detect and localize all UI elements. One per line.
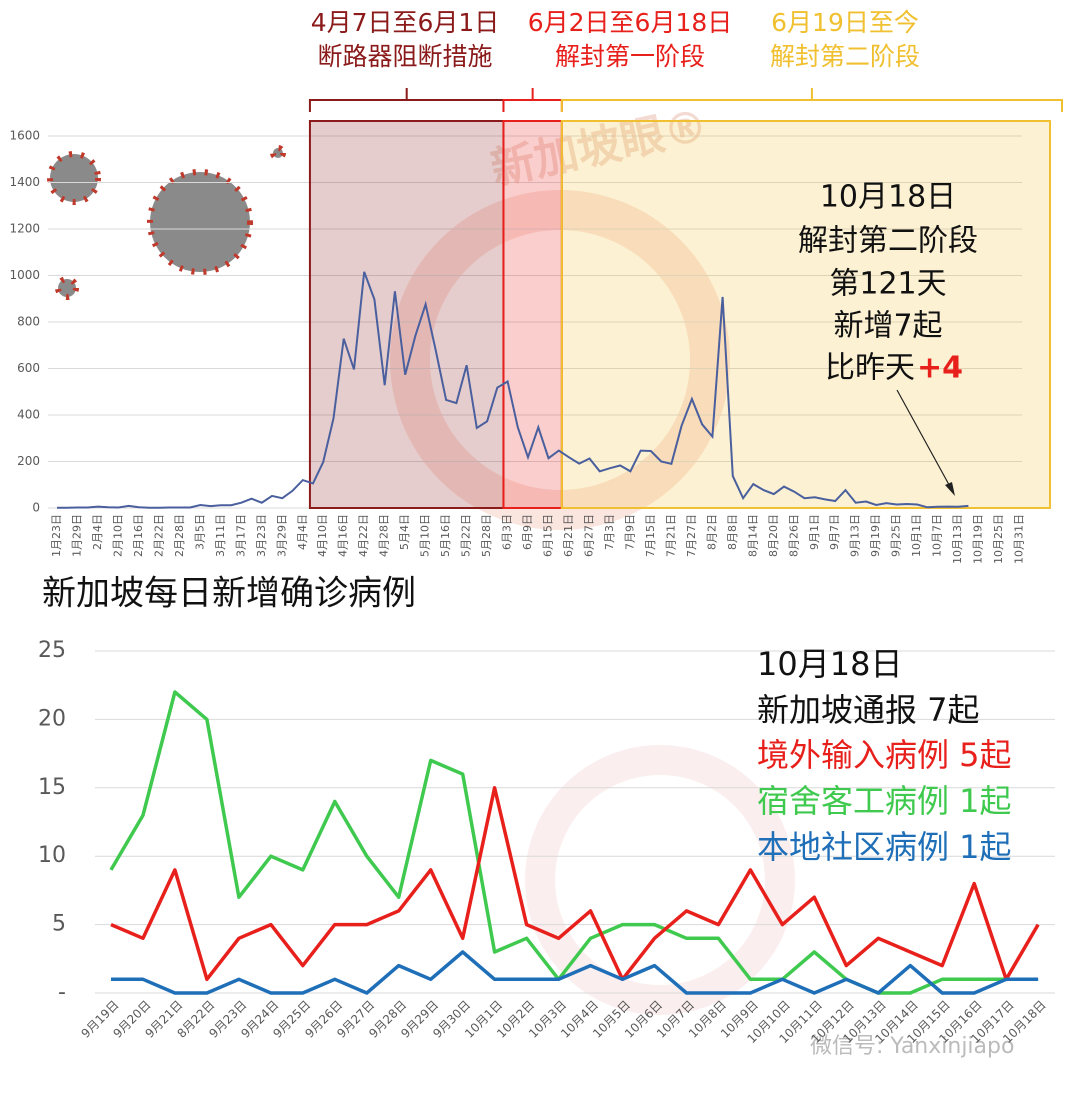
y-tick-label: 400 (17, 408, 40, 422)
series-line (111, 950, 1039, 995)
x-tick-label: 7月21日 (664, 514, 677, 557)
series-line (109, 690, 1039, 995)
x-tick-label: 9月7日 (828, 514, 841, 550)
x-tick-label: 6月9日 (521, 514, 534, 550)
x-tick-label: 8月8日 (726, 514, 739, 550)
x-tick-label: 1月29日 (70, 514, 83, 557)
x-tick-label: 3月29日 (275, 514, 288, 557)
legend-entry: 宿舍客工病例 1起 (757, 782, 1012, 820)
legend-heading: 新加坡通报 7起 (757, 691, 980, 729)
x-tick-label: 10月19日 (972, 514, 985, 564)
x-tick-label: 8月26日 (787, 514, 800, 557)
x-tick-label: 5月4日 (398, 514, 411, 550)
phase-name: 断路器阻断措施 (317, 42, 492, 71)
annotation-line: 解封第二阶段 (798, 224, 978, 259)
annotation-line: 比昨天 (825, 351, 915, 386)
annotation-change: +4 (917, 351, 963, 386)
phase-name: 解封第一阶段 (555, 42, 705, 71)
x-tick-label: 1月23日 (50, 514, 63, 557)
x-tick-label: 10月31日 (1013, 514, 1026, 564)
data-line (57, 271, 969, 509)
x-tick-label: 3月23日 (255, 514, 268, 557)
x-tick-label: 10月13日 (951, 514, 964, 564)
chart-title: 新加坡每日新增确诊病例 (42, 574, 416, 614)
y-tick-label: 20 (38, 706, 66, 731)
y-tick-label: 1600 (9, 129, 40, 143)
x-tick-label: 2月28日 (173, 514, 186, 557)
y-tick-label: 15 (38, 775, 66, 800)
x-tick-label: 6月3日 (501, 514, 514, 550)
y-tick-label: 1400 (9, 175, 40, 189)
x-tick-label: 4月16日 (337, 514, 350, 557)
x-tick-label: 4月10日 (316, 514, 329, 557)
x-tick-label: 9月19日 (869, 514, 882, 557)
x-tick-label: 6月21日 (562, 514, 575, 557)
x-tick-label: 8月14日 (746, 514, 759, 557)
arrow-head (945, 482, 955, 496)
phase-region (308, 120, 505, 509)
x-tick-label: 8月2日 (705, 514, 718, 550)
x-tick-label: 9月1日 (808, 514, 821, 550)
annotation-line: 10月18日 (820, 180, 956, 215)
x-tick-label: 4月22日 (357, 514, 370, 557)
x-tick-label: 7月27日 (685, 514, 698, 557)
legend-entry: 本地社区病例 1起 (757, 828, 1012, 866)
phase-bracket (502, 88, 563, 112)
y-tick-label: 800 (17, 315, 40, 329)
x-tick-label: 3月17日 (234, 514, 247, 557)
x-tick-label: 5月28日 (480, 514, 493, 557)
x-tick-label: 2月22日 (152, 514, 165, 557)
x-tick-label: 5月16日 (439, 514, 452, 557)
phase-bracket (560, 88, 1063, 112)
phase-dates: 6月2日至6月18日 (528, 8, 733, 37)
x-tick-label: 4月28日 (378, 514, 391, 557)
x-tick-label: 5月22日 (460, 514, 473, 557)
x-tick-label: 10月1日 (910, 514, 923, 557)
x-tick-label: 10月7日 (931, 514, 944, 557)
phase-dates: 6月19日至今 (771, 8, 919, 37)
phase-name: 解封第二阶段 (770, 42, 920, 71)
y-tick-label: 1000 (9, 268, 40, 282)
x-tick-label: 2月10日 (111, 514, 124, 557)
x-tick-label: 4月4日 (296, 514, 309, 550)
x-tick-label: 2月4日 (91, 514, 104, 550)
x-tick-label: 7月15日 (644, 514, 657, 557)
watermark: 微信号: Yanxinjiapo (810, 1034, 1014, 1059)
x-tick-label: 9月13日 (849, 514, 862, 557)
phase-region (560, 120, 1051, 509)
x-tick-label: 2月16日 (132, 514, 145, 557)
y-tick-label: 0 (32, 501, 40, 515)
phase-region (502, 120, 563, 509)
y-tick-label: 5 (52, 912, 66, 937)
x-tick-label: 7月3日 (603, 514, 616, 550)
x-tick-label: 6月15日 (542, 514, 555, 557)
y-tick-label: - (58, 980, 66, 1005)
y-tick-label: 600 (17, 361, 40, 375)
x-tick-label: 5月10日 (419, 514, 432, 557)
annotation-line: 第121天 (829, 267, 946, 302)
x-tick-label: 9月25日 (890, 514, 903, 557)
x-tick-label: 10月25日 (992, 514, 1005, 564)
x-tick-label: 3月5日 (193, 514, 206, 550)
y-tick-label: 200 (17, 454, 40, 468)
annotation-arrow (896, 389, 954, 493)
x-tick-label: 7月9日 (623, 514, 636, 550)
phase-dates: 4月7日至6月1日 (311, 8, 500, 37)
y-tick-label: 25 (38, 638, 66, 663)
legend-entry: 境外输入病例 5起 (757, 736, 1012, 774)
x-tick-label: 8月20日 (767, 514, 780, 557)
legend-heading: 10月18日 (757, 645, 902, 683)
annotation-line: 新增7起 (833, 309, 942, 344)
y-tick-label: 10 (38, 843, 66, 868)
series-line (110, 786, 1040, 982)
phase-bracket (308, 88, 505, 112)
x-tick-label: 6月27日 (582, 514, 595, 557)
y-tick-label: 1200 (9, 222, 40, 236)
x-tick-label: 3月11日 (214, 514, 227, 557)
